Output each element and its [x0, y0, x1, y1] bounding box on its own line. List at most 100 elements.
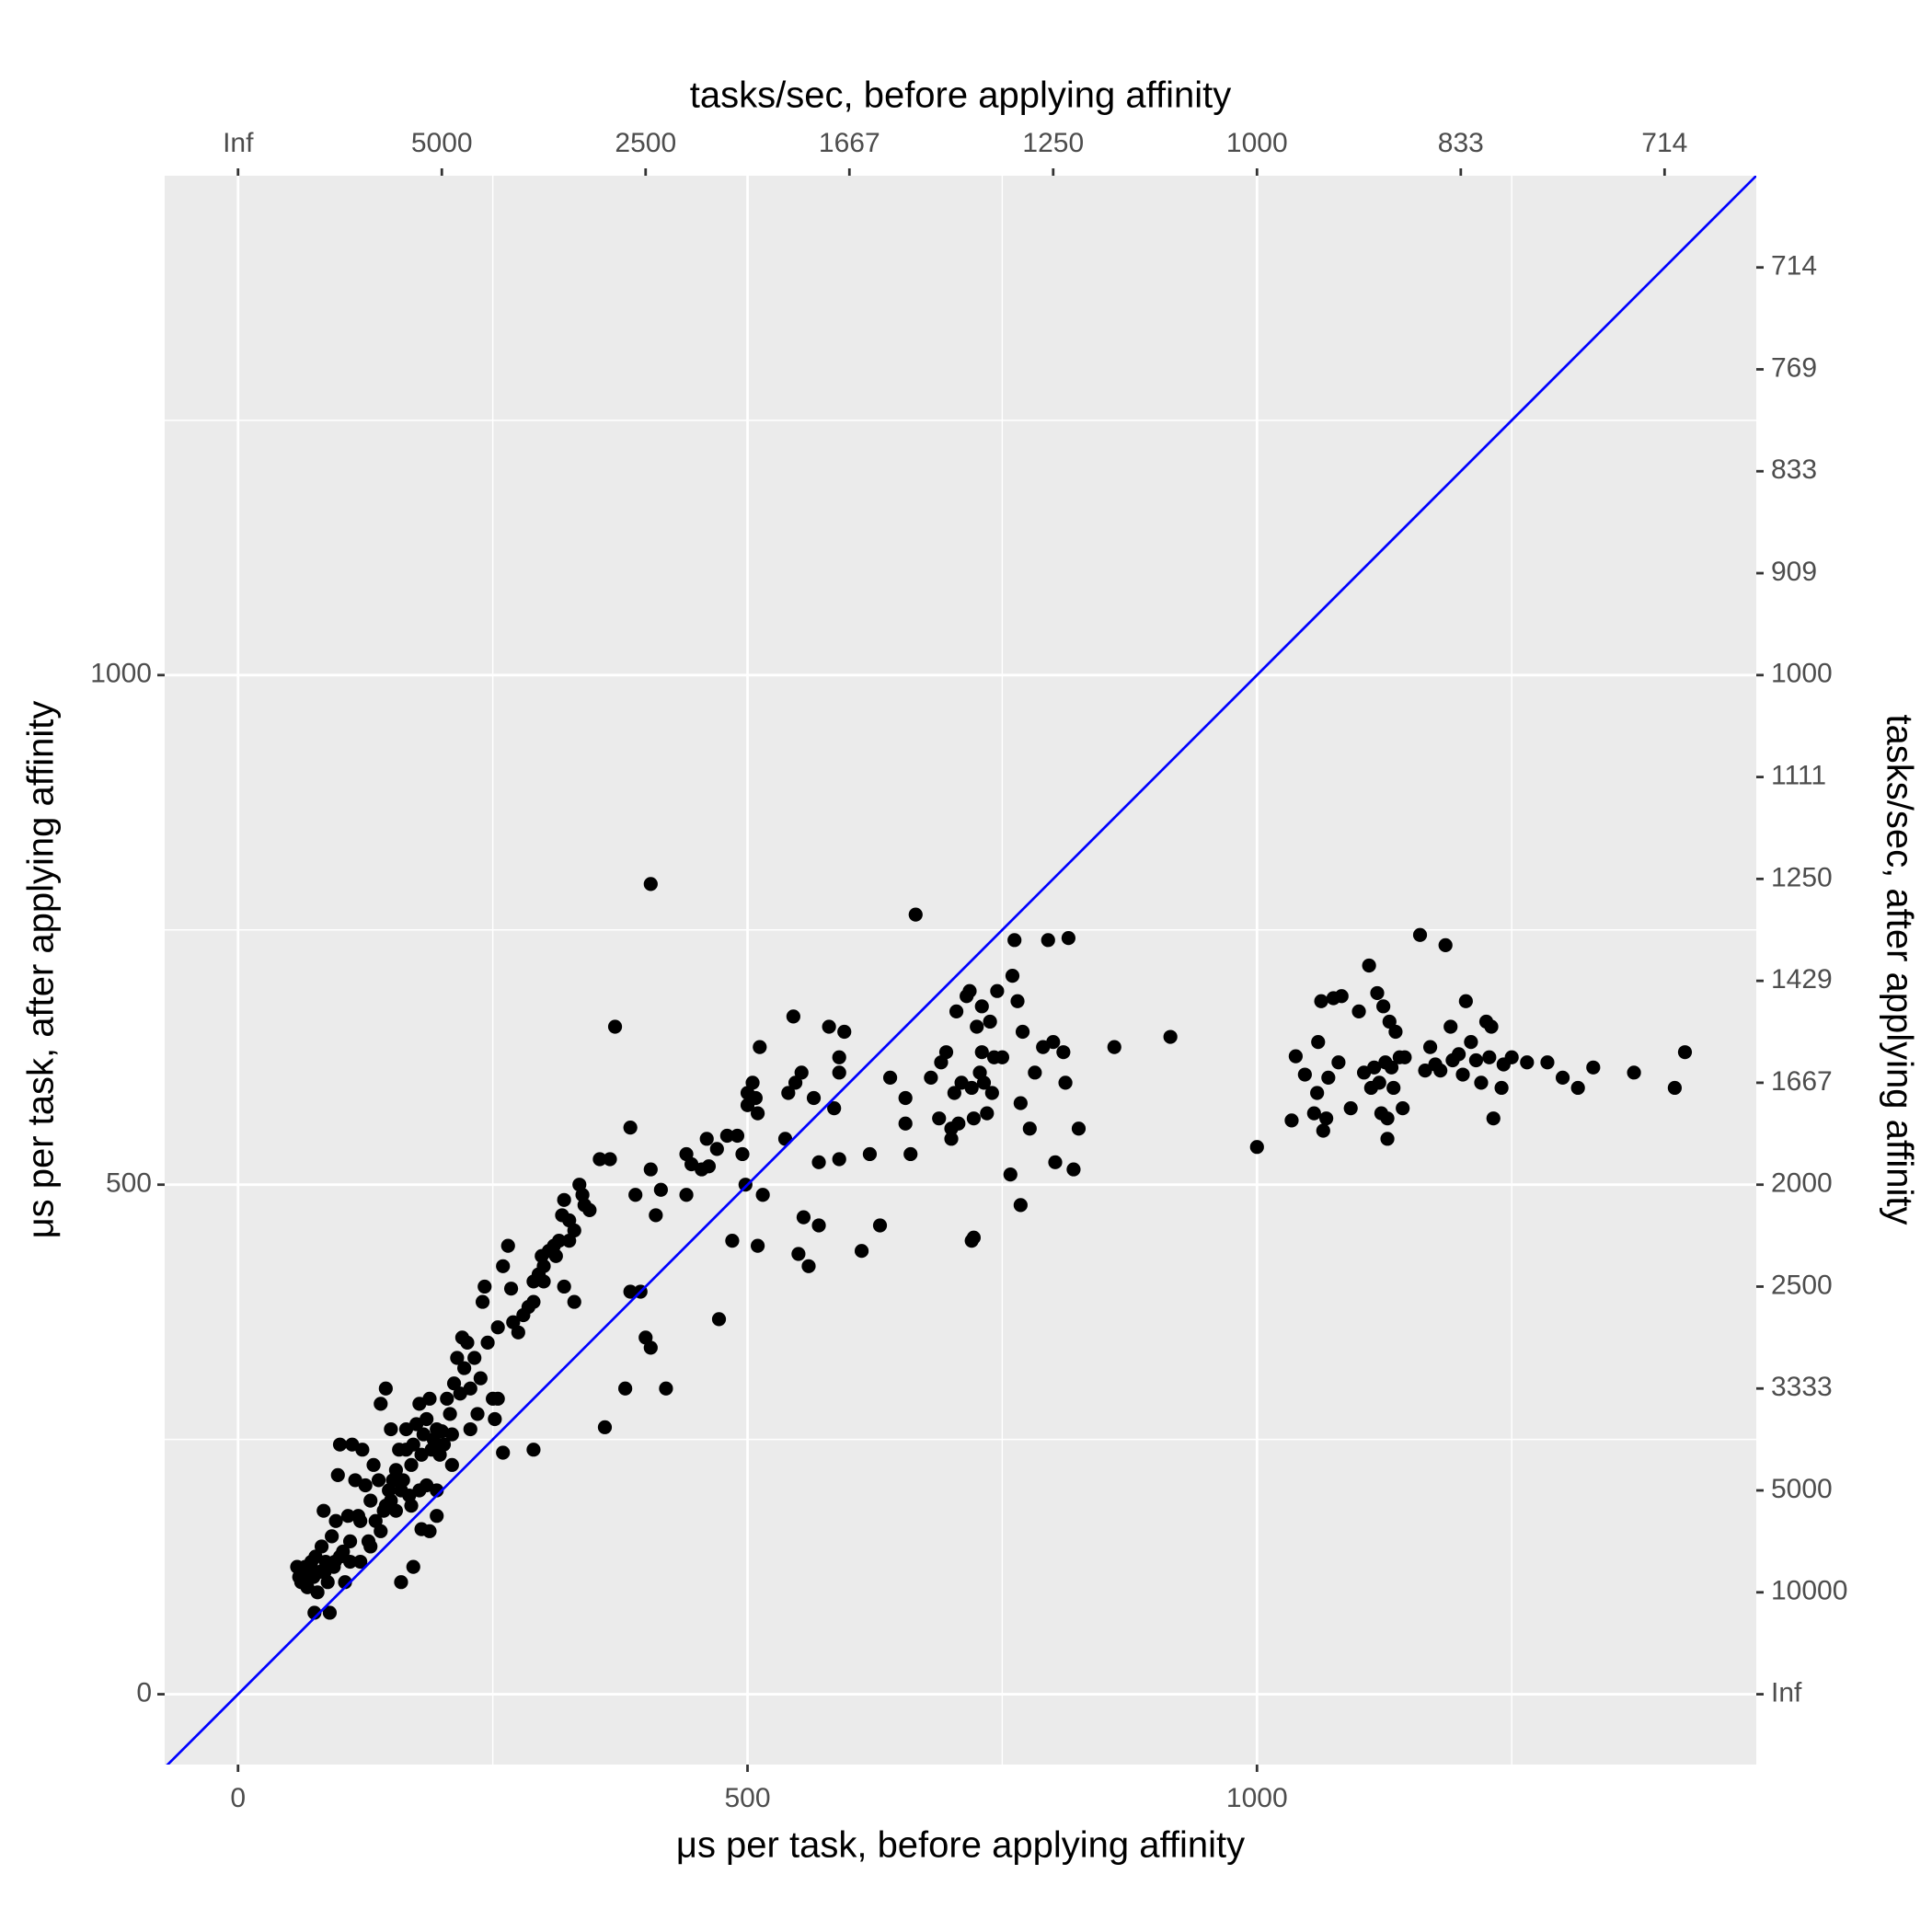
y2-axis-title: tasks/sec, after applying affinity — [1879, 714, 1919, 1225]
point — [557, 1279, 571, 1294]
point — [562, 1234, 577, 1248]
point — [567, 1294, 581, 1309]
point — [1013, 1198, 1028, 1213]
x2-tick-label: 833 — [1438, 128, 1484, 158]
point — [903, 1146, 918, 1162]
point — [394, 1575, 408, 1590]
point — [414, 1447, 429, 1462]
point — [473, 1371, 488, 1386]
point — [750, 1238, 765, 1253]
point — [366, 1457, 381, 1472]
point — [1007, 933, 1022, 948]
x2-axis-title: tasks/sec, before applying affinity — [690, 75, 1231, 116]
point — [443, 1407, 457, 1421]
y2-tick-label: 1111 — [1771, 761, 1826, 791]
point — [1422, 1040, 1438, 1054]
point — [872, 1218, 888, 1233]
point — [307, 1605, 322, 1620]
point — [862, 1146, 878, 1162]
point — [378, 1499, 393, 1513]
x-tick-label: 1000 — [1226, 1783, 1288, 1813]
point — [450, 1351, 465, 1365]
point — [496, 1259, 511, 1273]
point — [1362, 958, 1376, 973]
point — [984, 1086, 999, 1100]
point — [412, 1397, 427, 1411]
point — [353, 1554, 368, 1570]
point — [1468, 1052, 1484, 1068]
point — [406, 1559, 420, 1574]
point — [342, 1554, 358, 1570]
point — [475, 1294, 490, 1309]
point — [811, 1218, 826, 1233]
point — [898, 1090, 913, 1106]
point — [832, 1152, 846, 1167]
point — [500, 1238, 515, 1253]
point — [837, 1024, 852, 1040]
point — [1380, 1111, 1395, 1126]
y2-tick-label: 5000 — [1771, 1474, 1833, 1504]
point — [404, 1457, 419, 1472]
point — [832, 1050, 846, 1064]
point — [374, 1524, 388, 1538]
x2-tick-label: 5000 — [411, 128, 473, 158]
point — [1311, 1034, 1326, 1050]
point — [1504, 1050, 1519, 1064]
point — [1494, 1080, 1509, 1096]
point — [1306, 1106, 1321, 1121]
point — [951, 1116, 966, 1131]
point — [786, 1009, 800, 1024]
point — [477, 1279, 492, 1294]
point — [962, 983, 977, 998]
point — [506, 1315, 521, 1329]
point — [597, 1420, 613, 1434]
point — [1677, 1045, 1693, 1060]
y-tick-label: 1000 — [90, 659, 152, 689]
point — [1384, 1060, 1399, 1075]
point — [750, 1106, 765, 1121]
point — [995, 1050, 1010, 1064]
point — [623, 1121, 638, 1135]
point — [345, 1437, 360, 1452]
point — [1284, 1113, 1299, 1128]
point — [348, 1473, 362, 1488]
point — [555, 1208, 569, 1223]
point — [1486, 1111, 1501, 1126]
point — [1013, 1096, 1028, 1110]
point — [1367, 1060, 1382, 1075]
point — [404, 1499, 419, 1513]
y2-tick-label: 10000 — [1771, 1576, 1847, 1606]
point — [944, 1132, 959, 1146]
point — [1163, 1029, 1178, 1044]
point — [628, 1188, 643, 1202]
point — [781, 1086, 796, 1100]
point — [316, 1503, 331, 1518]
point — [643, 1162, 658, 1177]
point — [430, 1509, 444, 1524]
y2-tick-label: Inf — [1771, 1677, 1802, 1708]
point — [1474, 1075, 1489, 1090]
point — [1010, 994, 1025, 1008]
point — [1520, 1055, 1535, 1070]
point — [990, 983, 1005, 998]
point — [480, 1335, 495, 1350]
point — [536, 1274, 551, 1289]
point — [463, 1421, 477, 1437]
point — [535, 1248, 549, 1263]
y2-tick-label: 2000 — [1771, 1168, 1833, 1199]
point — [1380, 1132, 1395, 1146]
point — [980, 1106, 995, 1121]
point — [974, 1045, 989, 1060]
point — [363, 1539, 378, 1554]
point — [1343, 1101, 1358, 1116]
point — [1249, 1140, 1264, 1155]
point — [1022, 1121, 1037, 1136]
y2-tick-label: 909 — [1771, 557, 1817, 587]
point — [1321, 1070, 1336, 1085]
point — [444, 1457, 459, 1472]
y-axis-title: μs per task, after applying affinity — [21, 701, 62, 1239]
point — [322, 1605, 338, 1620]
point — [416, 1427, 431, 1442]
point — [314, 1539, 329, 1554]
